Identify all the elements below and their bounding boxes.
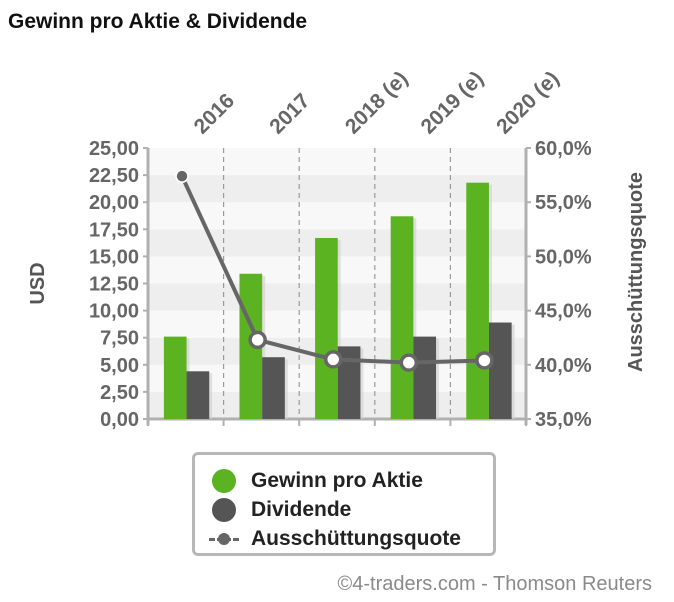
left-axis-tick-label: 22,50 bbox=[89, 165, 139, 187]
legend-dividend-label: Dividende bbox=[251, 498, 352, 521]
dividend-bar bbox=[262, 357, 285, 419]
category-dividers bbox=[223, 148, 451, 419]
eps-bar bbox=[315, 237, 338, 419]
category-label: 2016 bbox=[190, 89, 239, 138]
left-axis-tick-label: 2,50 bbox=[100, 382, 139, 404]
grid-band bbox=[148, 148, 526, 176]
eps-bar bbox=[390, 216, 414, 419]
grid-band bbox=[148, 175, 526, 203]
legend-payout-label: Ausschüttungsquote bbox=[251, 527, 461, 550]
left-axis-tick-label: 25,00 bbox=[89, 138, 139, 160]
right-axis-title: Ausschüttungsquote bbox=[625, 172, 647, 372]
legend-eps-label: Gewinn pro Aktie bbox=[251, 469, 423, 492]
left-axis-tick-label: 20,00 bbox=[89, 192, 139, 214]
left-axis-tick-label: 15,00 bbox=[89, 246, 139, 268]
payout-point bbox=[323, 350, 343, 369]
right-axis-tick-label: 60,0% bbox=[535, 138, 592, 160]
grid-band bbox=[148, 202, 526, 230]
legend-item-eps: Gewinn pro Aktie bbox=[209, 466, 423, 496]
legend: Gewinn pro Aktie Dividende Ausschüttungs… bbox=[192, 452, 496, 556]
payout-point bbox=[175, 169, 189, 183]
payout-point bbox=[248, 330, 267, 350]
payout-line bbox=[175, 169, 494, 372]
category-label: 2017 bbox=[265, 89, 314, 138]
eps-bar bbox=[466, 182, 489, 419]
legend-payout-symbol bbox=[209, 527, 239, 551]
left-axis-tick-label: 0,00 bbox=[100, 409, 139, 431]
category-label: 2020 (e) bbox=[492, 67, 564, 139]
legend-item-dividend: Dividende bbox=[209, 495, 351, 525]
chart-title: Gewinn pro Aktie & Dividende bbox=[8, 10, 308, 33]
legend-eps-symbol bbox=[209, 469, 239, 493]
payout-point bbox=[475, 351, 494, 370]
legend-item-payout: Ausschüttungsquote bbox=[209, 524, 461, 554]
dividend-bar bbox=[488, 322, 512, 419]
right-axis-tick-label: 55,0% bbox=[535, 192, 592, 214]
left-axis-tick-label: 7,50 bbox=[100, 328, 139, 350]
left-axis-tick-label: 17,50 bbox=[89, 219, 139, 241]
right-axis-tick-label: 35,0% bbox=[535, 409, 592, 431]
right-axis-tick-label: 45,0% bbox=[535, 301, 592, 323]
dividend-bar bbox=[337, 346, 361, 419]
left-axis-tick-label: 12,50 bbox=[89, 274, 139, 296]
category-label: 2019 (e) bbox=[417, 67, 489, 139]
left-axis-tick-label: 10,00 bbox=[89, 301, 139, 323]
payout-point bbox=[399, 353, 419, 372]
copyright-text: ©4-traders.com - Thomson Reuters bbox=[337, 573, 652, 595]
right-axis-tick-label: 50,0% bbox=[535, 246, 592, 268]
legend-dividend-symbol bbox=[209, 498, 239, 522]
left-axis-tick-label: 5,00 bbox=[100, 355, 139, 377]
dividend-bar bbox=[413, 336, 437, 419]
dividend-bar bbox=[186, 371, 210, 419]
eps-bar bbox=[163, 336, 187, 419]
right-axis-tick-label: 40,0% bbox=[535, 355, 592, 377]
bars bbox=[163, 182, 515, 419]
category-label: 2018 (e) bbox=[341, 67, 413, 139]
left-axis-title: USD bbox=[27, 262, 49, 304]
